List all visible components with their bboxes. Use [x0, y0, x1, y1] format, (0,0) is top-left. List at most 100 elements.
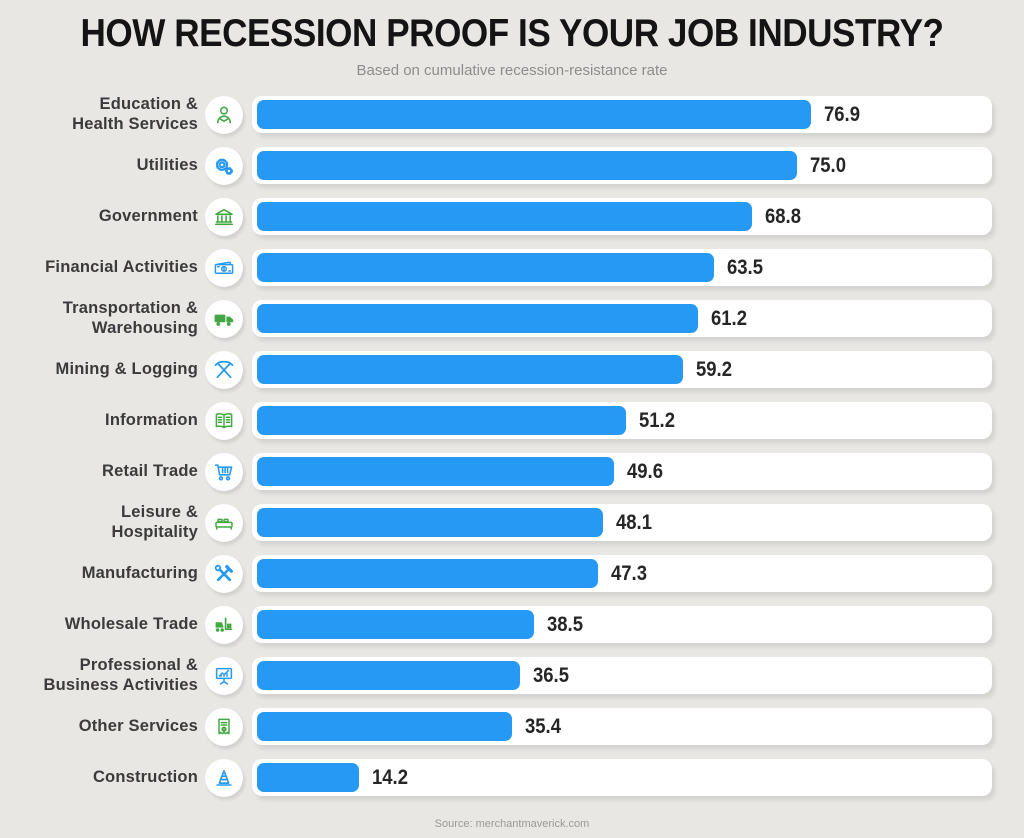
category-label: Construction — [92, 767, 198, 786]
tools-icon — [214, 564, 233, 581]
icon-badge — [205, 197, 243, 236]
bar — [257, 406, 626, 435]
open-book-icon — [215, 412, 233, 428]
chart-row: Transportation & Warehousing 61.2 — [16, 293, 1008, 344]
category-label: Mining & Logging — [55, 359, 198, 378]
bar — [257, 202, 753, 231]
person-icon — [217, 106, 231, 123]
icon-badge — [205, 248, 243, 287]
value-label: 68.8 — [765, 204, 802, 228]
chart-row: Construction 14.2 — [16, 752, 1008, 803]
chart-row: Mining & Logging 59.2 — [16, 344, 1008, 395]
icon-badge — [205, 401, 243, 440]
money-icon — [214, 260, 234, 274]
source-credit: Source: merchantmaverick.com — [434, 818, 590, 830]
bar-track: 76.9 — [252, 96, 992, 133]
bar-track: 59.2 — [252, 351, 992, 388]
shopping-cart-icon — [214, 463, 233, 480]
bar-track: 75.0 — [252, 147, 992, 184]
chart-row: Wholesale Trade 38.5 — [16, 599, 1008, 650]
bar — [257, 508, 604, 537]
bar — [257, 151, 797, 180]
value-label: 47.3 — [610, 561, 647, 585]
category-label: Manufacturing — [81, 563, 198, 582]
icon-badge — [205, 452, 243, 491]
bar — [257, 100, 811, 129]
icon-badge — [205, 146, 243, 185]
page-subtitle: Based on cumulative recession-resistance… — [356, 62, 668, 79]
icon-badge — [205, 758, 243, 797]
bar — [257, 355, 684, 384]
bar-track: 51.2 — [252, 402, 992, 439]
bar-track: 61.2 — [252, 300, 992, 337]
bar — [257, 253, 715, 282]
pickaxes-icon — [214, 360, 234, 378]
icon-badge — [205, 656, 243, 695]
category-label: Utilities — [136, 155, 198, 174]
chart-row: Information 51.2 — [16, 395, 1008, 446]
chart-row: Government 68.8 — [16, 191, 1008, 242]
icon-badge — [205, 299, 243, 338]
value-label: 75.0 — [810, 153, 846, 177]
value-label: 48.1 — [616, 510, 653, 534]
chart-row: Utilities 75.0 — [16, 140, 1008, 191]
icon-badge — [205, 707, 243, 746]
icon-badge — [205, 554, 243, 593]
page-title: HOW RECESSION PROOF IS YOUR JOB INDUSTRY… — [80, 12, 944, 55]
bar-track: 48.1 — [252, 504, 992, 541]
bar — [257, 610, 535, 639]
bar-track: 68.8 — [252, 198, 992, 235]
bar — [257, 712, 512, 741]
category-label: Leisure & Hospitality — [111, 503, 198, 541]
category-label: Professional & Business Activities — [43, 656, 198, 694]
traffic-cone-icon — [216, 769, 232, 786]
chart-row: Retail Trade 49.6 — [16, 446, 1008, 497]
forklift-icon — [215, 617, 233, 632]
bar-chart: Education & Health Services 76.9 Utiliti… — [0, 89, 1024, 818]
bar — [257, 304, 698, 333]
chart-row: Professional & Business Activities 36.5 — [16, 650, 1008, 701]
presentation-chart-icon — [215, 667, 233, 685]
icon-badge — [205, 350, 243, 389]
chart-row: Manufacturing 47.3 — [16, 548, 1008, 599]
bar-track: 63.5 — [252, 249, 992, 286]
bar — [257, 661, 520, 690]
bar-track: 49.6 — [252, 453, 992, 490]
bar — [257, 559, 598, 588]
bar — [257, 763, 360, 792]
gears-icon — [215, 158, 233, 175]
value-label: 59.2 — [696, 357, 733, 381]
bar-track: 35.4 — [252, 708, 992, 745]
value-label: 51.2 — [638, 408, 675, 432]
value-label: 36.5 — [532, 663, 569, 687]
category-label: Retail Trade — [102, 461, 198, 480]
icon-badge — [205, 503, 243, 542]
value-label: 61.2 — [710, 306, 747, 330]
category-label: Financial Activities — [45, 257, 198, 276]
icon-badge — [205, 95, 243, 134]
category-label: Information — [105, 410, 198, 429]
truck-icon — [214, 314, 234, 326]
value-label: 76.9 — [823, 102, 860, 126]
receipt-icon — [218, 718, 230, 734]
category-label: Government — [98, 206, 198, 225]
bar — [257, 457, 615, 486]
chart-row: Other Services 35.4 — [16, 701, 1008, 752]
category-label: Other Services — [78, 716, 198, 735]
value-label: 14.2 — [372, 765, 409, 789]
category-label: Education & Health Services — [72, 95, 198, 133]
bank-icon — [215, 208, 233, 225]
chart-row: Education & Health Services 76.9 — [16, 89, 1008, 140]
icon-badge — [205, 605, 243, 644]
value-label: 63.5 — [727, 255, 764, 279]
bar-track: 47.3 — [252, 555, 992, 592]
category-label: Wholesale Trade — [64, 614, 198, 633]
bed-icon — [215, 518, 233, 530]
bar-track: 38.5 — [252, 606, 992, 643]
bar-track: 14.2 — [252, 759, 992, 796]
chart-row: Financial Activities 63.5 — [16, 242, 1008, 293]
value-label: 49.6 — [627, 459, 664, 483]
category-label: Transportation & Warehousing — [62, 299, 198, 337]
value-label: 35.4 — [524, 714, 561, 738]
